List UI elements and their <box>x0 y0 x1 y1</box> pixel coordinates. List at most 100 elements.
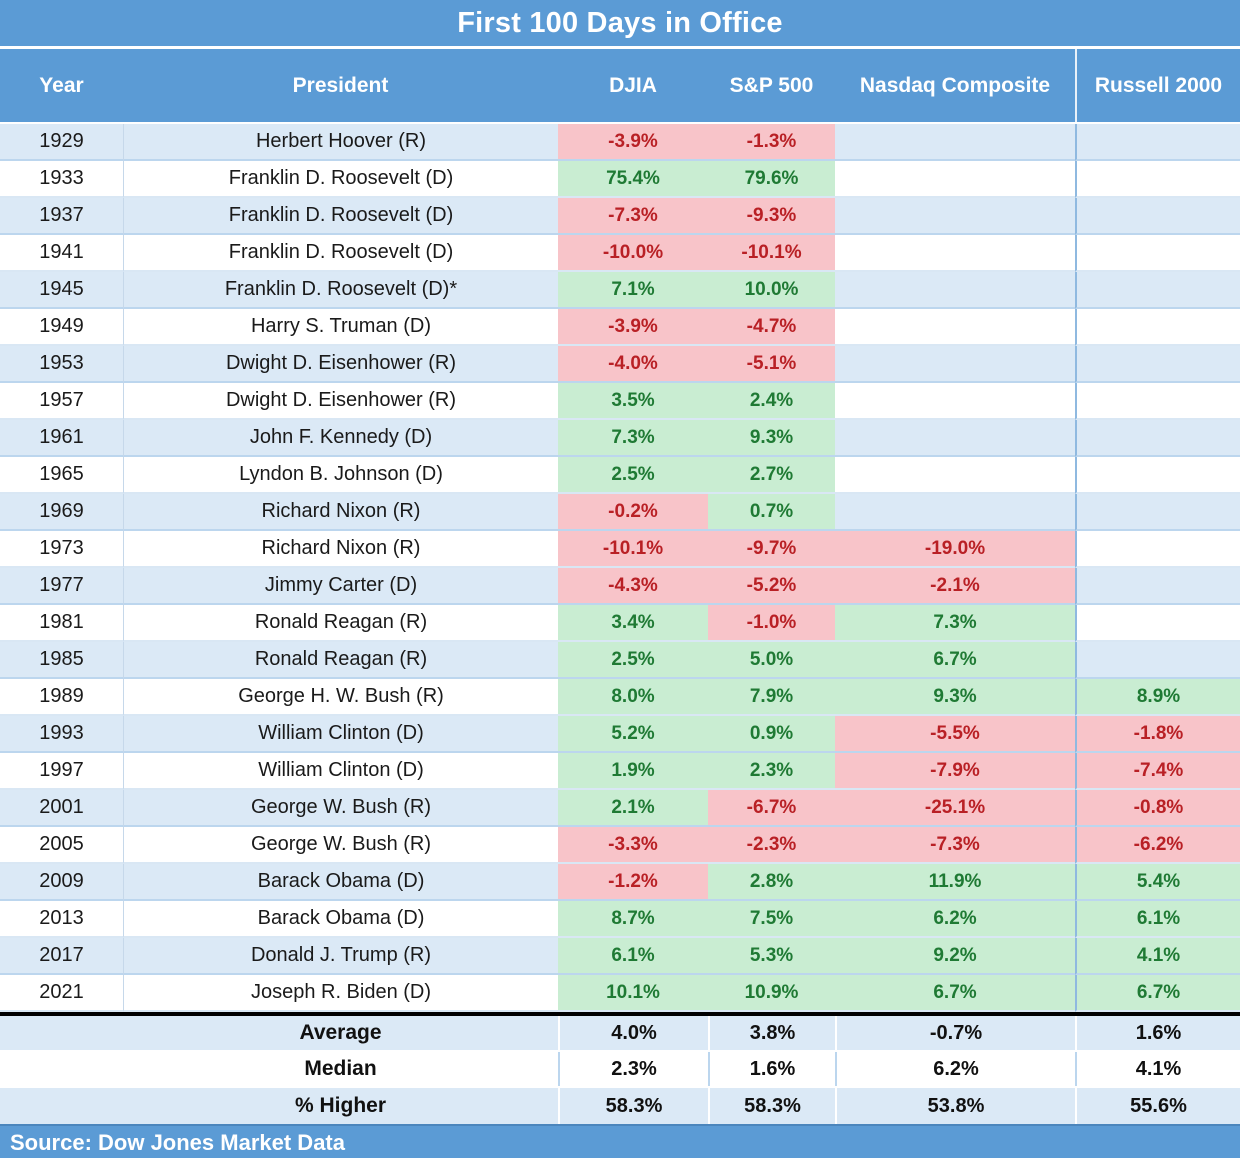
president-cell: Ronald Reagan (R) <box>123 642 558 679</box>
president-cell: Lyndon B. Johnson (D) <box>123 457 558 494</box>
year-cell: 1933 <box>0 161 123 198</box>
russell2000-cell <box>1075 605 1240 642</box>
year-cell: 1997 <box>0 753 123 790</box>
djia-cell: -7.3% <box>558 198 708 235</box>
president-cell: Herbert Hoover (R) <box>123 124 558 161</box>
summary-djia-value: 58.3% <box>558 1088 708 1124</box>
russell2000-cell <box>1075 568 1240 605</box>
nasdaq-cell <box>835 198 1075 235</box>
sp500-cell: 0.7% <box>708 494 835 531</box>
djia-cell: 75.4% <box>558 161 708 198</box>
col-header-sp500: S&P 500 <box>729 73 814 97</box>
table-row: 1929 Herbert Hoover (R) -3.9% -1.3% <box>0 124 1240 161</box>
table-row: 1945 Franklin D. Roosevelt (D)* 7.1% 10.0% <box>0 272 1240 309</box>
president-cell: Dwight D. Eisenhower (R) <box>123 383 558 420</box>
year-cell: 2021 <box>0 975 123 1012</box>
table-row: 1997 William Clinton (D) 1.9% 2.3% -7.9% -7.4… <box>0 753 1240 790</box>
sp500-cell: 2.8% <box>708 864 835 901</box>
president-cell: Donald J. Trump (R) <box>123 938 558 975</box>
summary-russell-value: 4.1% <box>1075 1052 1240 1086</box>
president-cell: Barack Obama (D) <box>123 901 558 938</box>
summary-year-spacer <box>0 1052 123 1086</box>
djia-cell: -4.3% <box>558 568 708 605</box>
year-cell: 1945 <box>0 272 123 309</box>
col-header-russell2000: Russell 2000 <box>1075 49 1240 122</box>
year-cell: 2005 <box>0 827 123 864</box>
russell2000-cell <box>1075 272 1240 309</box>
year-cell: 1953 <box>0 346 123 383</box>
table-row: 1977 Jimmy Carter (D) -4.3% -5.2% -2.1% <box>0 568 1240 605</box>
djia-cell: -10.0% <box>558 235 708 272</box>
year-cell: 2013 <box>0 901 123 938</box>
table-row: 1949 Harry S. Truman (D) -3.9% -4.7% <box>0 309 1240 346</box>
president-cell: Richard Nixon (R) <box>123 531 558 568</box>
summary-row-median: Median 2.3% 1.6% 6.2% 4.1% <box>0 1052 1240 1088</box>
nasdaq-cell: -2.1% <box>835 568 1075 605</box>
president-cell: Franklin D. Roosevelt (D) <box>123 198 558 235</box>
sp500-cell: 5.3% <box>708 938 835 975</box>
nasdaq-cell <box>835 383 1075 420</box>
djia-cell: 10.1% <box>558 975 708 1012</box>
summary-year-spacer <box>0 1088 123 1124</box>
year-cell: 2017 <box>0 938 123 975</box>
sp500-cell: -1.3% <box>708 124 835 161</box>
djia-cell: 8.0% <box>558 679 708 716</box>
russell2000-cell <box>1075 457 1240 494</box>
djia-cell: 6.1% <box>558 938 708 975</box>
russell2000-cell: -6.2% <box>1075 827 1240 864</box>
russell2000-cell <box>1075 161 1240 198</box>
table-row: 1933 Franklin D. Roosevelt (D) 75.4% 79.6% <box>0 161 1240 198</box>
summary-djia-value: 4.0% <box>558 1016 708 1050</box>
russell2000-cell <box>1075 531 1240 568</box>
nasdaq-cell <box>835 494 1075 531</box>
table-row: 2013 Barack Obama (D) 8.7% 7.5% 6.2% 6.1% <box>0 901 1240 938</box>
table-row: 1969 Richard Nixon (R) -0.2% 0.7% <box>0 494 1240 531</box>
sp500-cell: -1.0% <box>708 605 835 642</box>
table-row: 1993 William Clinton (D) 5.2% 0.9% -5.5% -1.8… <box>0 716 1240 753</box>
table-row: 2001 George W. Bush (R) 2.1% -6.7% -25.1% -0.… <box>0 790 1240 827</box>
president-cell: Joseph R. Biden (D) <box>123 975 558 1012</box>
year-cell: 1989 <box>0 679 123 716</box>
year-cell: 1937 <box>0 198 123 235</box>
summary-nasdaq-value: 53.8% <box>835 1088 1075 1124</box>
table-row: 1941 Franklin D. Roosevelt (D) -10.0% -10.1… <box>0 235 1240 272</box>
sp500-cell: -6.7% <box>708 790 835 827</box>
nasdaq-cell <box>835 420 1075 457</box>
summary-row-average: Average 4.0% 3.8% -0.7% 1.6% <box>0 1016 1240 1052</box>
russell2000-cell <box>1075 420 1240 457</box>
table-header-row: Year President DJIA S&P 500 Nasdaq Compo… <box>0 46 1240 122</box>
president-cell: William Clinton (D) <box>123 716 558 753</box>
djia-cell: -3.9% <box>558 124 708 161</box>
nasdaq-cell: -5.5% <box>835 716 1075 753</box>
president-cell: William Clinton (D) <box>123 753 558 790</box>
djia-cell: 2.1% <box>558 790 708 827</box>
table-row: 1965 Lyndon B. Johnson (D) 2.5% 2.7% <box>0 457 1240 494</box>
nasdaq-cell: 6.7% <box>835 975 1075 1012</box>
nasdaq-cell <box>835 272 1075 309</box>
russell2000-cell: 4.1% <box>1075 938 1240 975</box>
nasdaq-cell <box>835 457 1075 494</box>
summary-sp500-value: 3.8% <box>708 1016 835 1050</box>
djia-cell: -10.1% <box>558 531 708 568</box>
sp500-cell: 2.7% <box>708 457 835 494</box>
president-cell: Franklin D. Roosevelt (D) <box>123 235 558 272</box>
russell2000-cell: 5.4% <box>1075 864 1240 901</box>
table-row: 2017 Donald J. Trump (R) 6.1% 5.3% 9.2% 4.1% <box>0 938 1240 975</box>
summary-label: Average <box>299 1021 382 1044</box>
year-cell: 1993 <box>0 716 123 753</box>
nasdaq-cell <box>835 309 1075 346</box>
president-cell: George W. Bush (R) <box>123 790 558 827</box>
president-cell: John F. Kennedy (D) <box>123 420 558 457</box>
summary-nasdaq-value: 6.2% <box>835 1052 1075 1086</box>
year-cell: 1957 <box>0 383 123 420</box>
table-body: 1929 Herbert Hoover (R) -3.9% -1.3% 1933 Fran… <box>0 122 1240 1012</box>
djia-cell: 8.7% <box>558 901 708 938</box>
djia-cell: -4.0% <box>558 346 708 383</box>
sp500-cell: 7.5% <box>708 901 835 938</box>
sp500-cell: -9.7% <box>708 531 835 568</box>
nasdaq-cell: -25.1% <box>835 790 1075 827</box>
summary-label: Median <box>304 1057 377 1080</box>
table-row: 2021 Joseph R. Biden (D) 10.1% 10.9% 6.7% 6.7… <box>0 975 1240 1012</box>
summary-section: Average 4.0% 3.8% -0.7% 1.6% Median 2.3%… <box>0 1012 1240 1124</box>
